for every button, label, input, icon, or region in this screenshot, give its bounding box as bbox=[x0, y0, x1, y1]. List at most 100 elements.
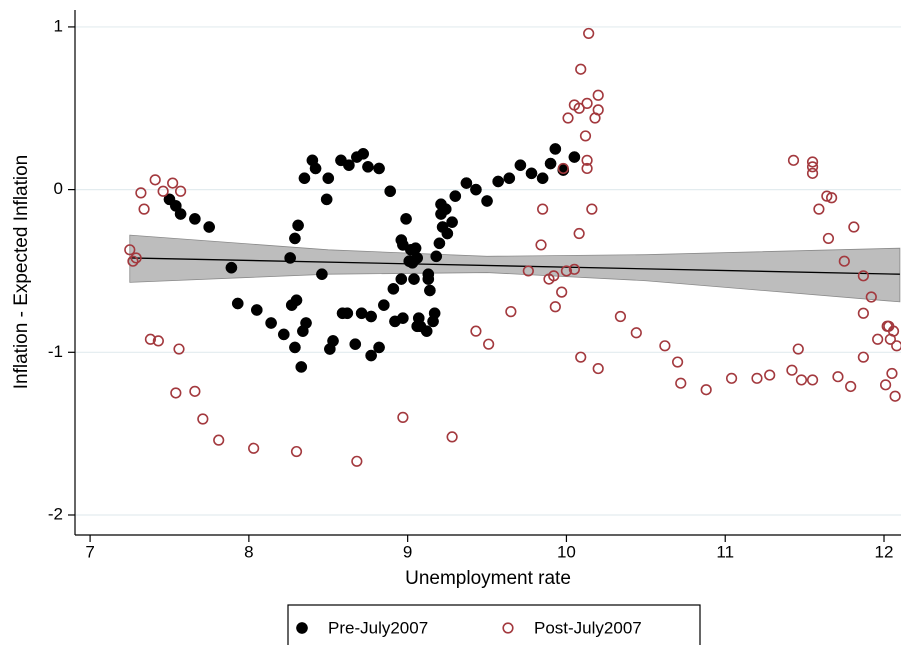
hollow-point bbox=[857, 307, 869, 319]
hollow-point bbox=[806, 161, 819, 173]
hollow-point bbox=[174, 185, 187, 197]
hollow-point bbox=[614, 310, 627, 323]
hollow-point bbox=[138, 203, 150, 215]
legend: Pre-July2007 Post-July2007 bbox=[287, 604, 701, 645]
hollow-point bbox=[575, 351, 587, 363]
hollow-point bbox=[127, 255, 139, 267]
point bbox=[514, 159, 527, 172]
axes: -2 -1 0 1 7 8 9 10 11 12 bbox=[48, 10, 901, 561]
hollow-point bbox=[857, 351, 869, 363]
grid bbox=[75, 26, 901, 516]
point bbox=[449, 190, 462, 202]
point bbox=[470, 183, 482, 196]
point bbox=[320, 193, 333, 206]
hollow-point bbox=[886, 367, 898, 380]
hollow-point bbox=[290, 445, 303, 458]
point bbox=[322, 172, 335, 185]
hollow-point bbox=[848, 221, 860, 233]
hollow-point bbox=[813, 203, 825, 215]
y-tick-label: 0 bbox=[54, 179, 63, 198]
point bbox=[289, 341, 301, 354]
x-tick-label: 11 bbox=[716, 542, 734, 561]
hollow-point bbox=[586, 203, 598, 215]
hollow-point bbox=[659, 340, 671, 352]
hollow-point bbox=[787, 154, 800, 166]
point bbox=[420, 325, 433, 337]
hollow-point bbox=[795, 374, 808, 386]
point bbox=[309, 162, 322, 175]
hollow-point bbox=[725, 372, 738, 384]
point bbox=[250, 304, 263, 316]
hollow-point bbox=[583, 27, 595, 40]
hollow-point bbox=[397, 411, 409, 423]
hollow-point bbox=[581, 162, 593, 175]
hollow-point bbox=[135, 187, 147, 199]
point bbox=[316, 268, 328, 281]
point bbox=[424, 284, 436, 297]
hollow-point bbox=[671, 356, 684, 368]
hollow-point bbox=[857, 270, 869, 282]
hollow-point bbox=[821, 190, 833, 202]
point bbox=[225, 261, 238, 274]
hollow-point bbox=[522, 265, 534, 277]
hollow-point bbox=[700, 384, 712, 396]
hollow-point bbox=[502, 622, 514, 634]
hollow-point bbox=[351, 455, 363, 467]
point bbox=[439, 203, 452, 215]
marks bbox=[124, 27, 901, 467]
hollow-point bbox=[592, 89, 604, 101]
point bbox=[395, 273, 408, 285]
point bbox=[411, 252, 424, 264]
hollow-point bbox=[573, 102, 585, 114]
point bbox=[492, 175, 505, 188]
point bbox=[397, 312, 409, 324]
point bbox=[365, 349, 377, 362]
x-tick-label: 9 bbox=[403, 542, 412, 561]
hollow-point bbox=[581, 97, 593, 109]
hollow-point bbox=[573, 227, 585, 240]
point bbox=[174, 208, 187, 220]
hollow-point bbox=[581, 154, 593, 166]
point bbox=[433, 237, 446, 250]
point bbox=[295, 361, 308, 373]
hollow-point bbox=[806, 374, 819, 386]
hollow-point bbox=[537, 203, 549, 215]
x-tick-label: 7 bbox=[85, 542, 94, 561]
point bbox=[441, 227, 454, 240]
hollow-point bbox=[560, 265, 573, 277]
hollow-point bbox=[505, 306, 517, 318]
hollow-point bbox=[557, 162, 569, 175]
hollow-point bbox=[751, 372, 763, 384]
y-tick-label: -2 bbox=[48, 504, 63, 523]
hollow-point bbox=[197, 413, 209, 425]
hollow-point bbox=[592, 104, 604, 116]
hollow-point bbox=[806, 167, 819, 179]
point bbox=[408, 273, 420, 285]
point bbox=[428, 307, 441, 320]
hollow-point bbox=[792, 343, 804, 355]
hollow-point bbox=[592, 362, 604, 375]
hollow-point bbox=[865, 291, 877, 303]
point bbox=[265, 317, 277, 329]
hollow-point bbox=[548, 270, 560, 282]
x-tick-label: 10 bbox=[557, 542, 576, 561]
hollow-point bbox=[124, 244, 136, 256]
hollow-point bbox=[891, 340, 901, 352]
hollow-point bbox=[446, 431, 458, 443]
legend-box bbox=[287, 604, 701, 645]
point bbox=[365, 310, 377, 323]
hollow-point bbox=[189, 385, 201, 397]
point bbox=[362, 160, 374, 173]
hollow-point bbox=[170, 387, 182, 399]
hollow-point bbox=[822, 232, 835, 245]
hollow-point bbox=[826, 192, 838, 204]
hollow-point bbox=[149, 174, 161, 186]
point bbox=[373, 162, 385, 175]
hollow-point bbox=[248, 442, 260, 454]
hollow-point bbox=[845, 380, 857, 393]
point bbox=[544, 157, 557, 170]
hollow-point bbox=[144, 333, 157, 345]
point bbox=[525, 167, 538, 180]
point bbox=[349, 338, 362, 351]
